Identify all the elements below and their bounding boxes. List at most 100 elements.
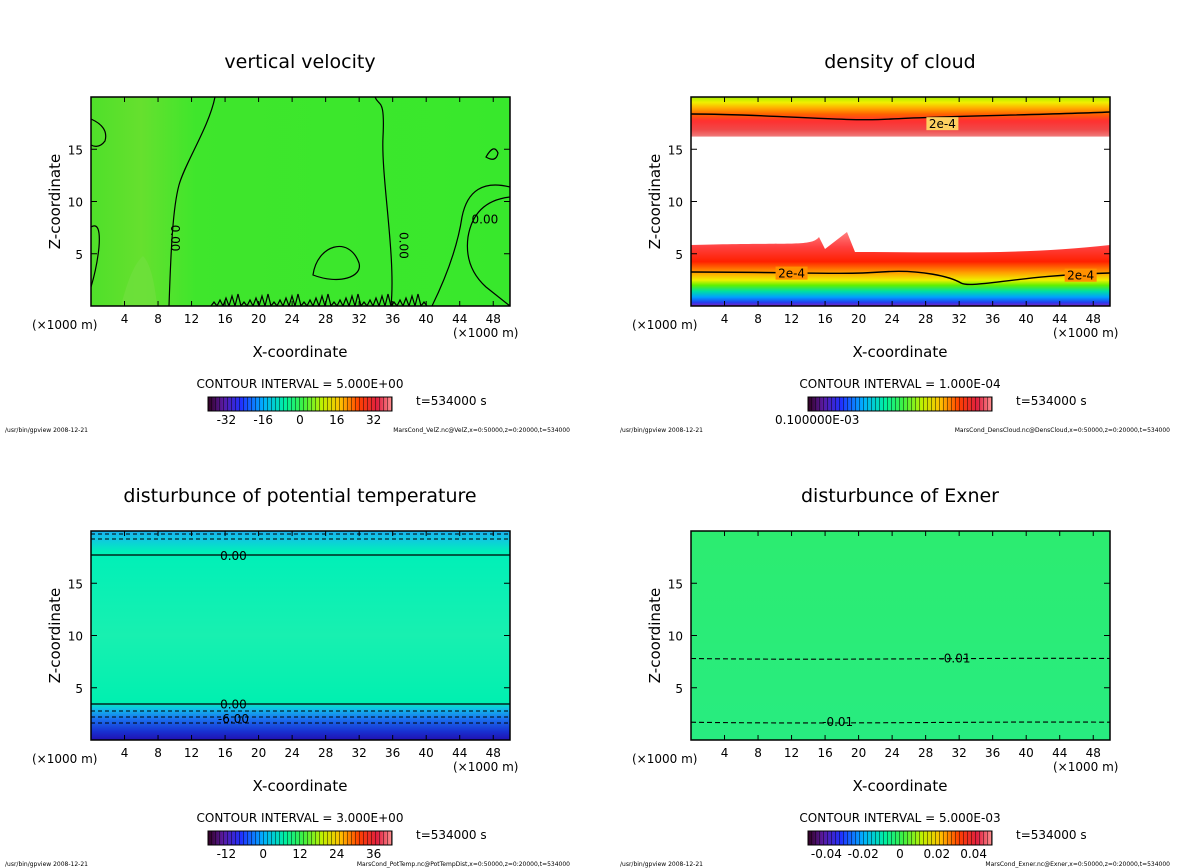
colorbar-label: 32 bbox=[366, 413, 381, 427]
contour-line bbox=[91, 225, 100, 288]
x-tick-label: 20 bbox=[851, 312, 866, 326]
x-tick-label: 36 bbox=[985, 746, 1000, 760]
colorbar-label: -16 bbox=[253, 413, 273, 427]
contour-label: 0.00 bbox=[168, 225, 182, 252]
colorbar-label: 0 bbox=[896, 847, 904, 861]
x-tick-label: 48 bbox=[1086, 312, 1101, 326]
x-tick-label: 4 bbox=[121, 312, 129, 326]
colorbar-label: -0.02 bbox=[848, 847, 879, 861]
time-label: t=534000 s bbox=[416, 394, 487, 408]
chart-title: disturbunce of Exner bbox=[801, 485, 999, 507]
x-tick-label: 48 bbox=[1086, 746, 1101, 760]
colorbar-label: 0.100000E-03 bbox=[775, 413, 859, 427]
footer-right-text: MarsCond_VelZ.nc@VelZ,x=0:50000,z=0:2000… bbox=[393, 427, 570, 434]
chart-title: vertical velocity bbox=[224, 51, 375, 73]
x-tick-label: 28 bbox=[918, 746, 933, 760]
time-label: t=534000 s bbox=[1016, 828, 1087, 842]
colorbar-stripes bbox=[208, 397, 392, 411]
contour-label: 2e-4 bbox=[778, 267, 805, 281]
x-tick-label: 4 bbox=[721, 312, 729, 326]
footer-left-text: /usr/bin/gpview 2008-12-21 bbox=[620, 427, 703, 434]
x-tick-label: 44 bbox=[1052, 312, 1067, 326]
colorbar-label: 0 bbox=[259, 847, 267, 861]
contour-label: 0.00 bbox=[220, 549, 247, 563]
y-tick-label: 5 bbox=[75, 248, 83, 262]
x-tick-label: 8 bbox=[754, 312, 762, 326]
x-tick-label: 24 bbox=[884, 312, 899, 326]
x-tick-label: 28 bbox=[318, 746, 333, 760]
chart-panel-4: disturbunce of Exner-0.01-0.014 8 12 16 20 24… bbox=[632, 485, 1170, 868]
contour-line bbox=[312, 245, 360, 281]
x-tick-label: 16 bbox=[817, 312, 832, 326]
colorbar-stripes bbox=[808, 831, 992, 845]
y-axis-label: Z-coordinate bbox=[46, 154, 64, 249]
plot-area: 0.00 0.00 0.00 bbox=[91, 97, 510, 306]
x-tick-label: 48 bbox=[486, 746, 501, 760]
y-axis-label: Z-coordinate bbox=[646, 588, 664, 683]
colorbar-frame bbox=[807, 830, 993, 846]
x-tick-label: 40 bbox=[1019, 312, 1034, 326]
y-tick-label: 10 bbox=[68, 630, 83, 644]
footer-right-text: MarsCond_Exner.nc@Exner,x=0:50000,z=0:20… bbox=[985, 861, 1170, 868]
contour-line bbox=[431, 184, 510, 306]
plot-area: 2e-4 2e-4 2e-4 bbox=[691, 97, 1110, 306]
contour-label-bg bbox=[1064, 268, 1097, 282]
contour-line bbox=[91, 118, 107, 147]
footer-right-text: MarsCond_PotTemp.nc@PotTempDist,x=0:5000… bbox=[357, 861, 570, 868]
y-tick-label: 10 bbox=[68, 196, 83, 210]
x-tick-label: 28 bbox=[918, 312, 933, 326]
contour-label: -0.01 bbox=[822, 715, 853, 729]
x-unit-label: (×1000 m) bbox=[453, 760, 518, 774]
colorbar-label: 24 bbox=[329, 847, 344, 861]
x-tick-label: 8 bbox=[154, 746, 162, 760]
x-axis-label: X-coordinate bbox=[253, 777, 348, 795]
contour-interval-text: CONTOUR INTERVAL = 1.000E-04 bbox=[799, 377, 1000, 391]
colorbar-label: -0.04 bbox=[811, 847, 842, 861]
contour-label: -6.00 bbox=[218, 712, 249, 726]
x-tick-label: 32 bbox=[352, 312, 367, 326]
footer-left-text: /usr/bin/gpview 2008-12-21 bbox=[5, 427, 88, 434]
time-label: t=534000 s bbox=[1016, 394, 1087, 408]
x-tick-label: 16 bbox=[817, 746, 832, 760]
colorbar-stripes bbox=[208, 831, 392, 845]
y-tick-label: 5 bbox=[675, 682, 683, 696]
colorbar-label: 12 bbox=[292, 847, 307, 861]
x-unit-label: (×1000 m) bbox=[632, 318, 697, 332]
contour-interval-text: CONTOUR INTERVAL = 5.000E-03 bbox=[799, 811, 1000, 825]
colorbar-label: -12 bbox=[217, 847, 237, 861]
contour-label-bg bbox=[775, 266, 808, 280]
colorbar-label: -32 bbox=[217, 413, 237, 427]
contour-label: 0.00 bbox=[220, 697, 247, 711]
x-tick-label: 12 bbox=[784, 312, 799, 326]
y-tick-label: 15 bbox=[668, 577, 683, 591]
contour-line bbox=[691, 111, 1110, 121]
x-tick-label: 12 bbox=[784, 746, 799, 760]
colorbar-label: 0 bbox=[296, 413, 304, 427]
contour-line bbox=[374, 97, 393, 306]
y-tick-label: 15 bbox=[68, 143, 83, 157]
x-tick-label: 40 bbox=[419, 312, 434, 326]
x-axis-label: X-coordinate bbox=[853, 343, 948, 361]
x-unit-label: (×1000 m) bbox=[1053, 326, 1118, 340]
plot-area: -0.01 -0.01 bbox=[691, 531, 1110, 740]
contour-interval-text: CONTOUR INTERVAL = 3.000E+00 bbox=[197, 811, 404, 825]
x-tick-label: 16 bbox=[217, 746, 232, 760]
cloud-upper-layer bbox=[691, 97, 1110, 206]
contour-label: 0.00 bbox=[397, 232, 411, 259]
y-axis-label: Z-coordinate bbox=[646, 154, 664, 249]
contour-label: 0.00 bbox=[472, 212, 499, 226]
x-unit-label: (×1000 m) bbox=[1053, 760, 1118, 774]
x-tick-label: 48 bbox=[486, 312, 501, 326]
footer-left-text: /usr/bin/gpview 2008-12-21 bbox=[5, 861, 88, 868]
x-tick-label: 8 bbox=[754, 746, 762, 760]
x-tick-label: 20 bbox=[251, 312, 266, 326]
x-tick-label: 44 bbox=[452, 312, 467, 326]
x-tick-label: 40 bbox=[419, 746, 434, 760]
colorbar-label: 36 bbox=[366, 847, 381, 861]
x-axis-label: X-coordinate bbox=[853, 777, 948, 795]
x-tick-label: 44 bbox=[452, 746, 467, 760]
contour-label-bg bbox=[926, 117, 959, 131]
contour-label: 2e-4 bbox=[1067, 269, 1094, 283]
